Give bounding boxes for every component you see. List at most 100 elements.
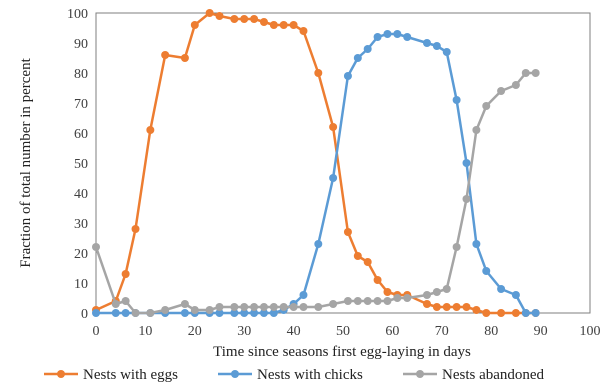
data-point <box>432 303 441 311</box>
data-point <box>403 33 412 41</box>
data-point <box>230 15 239 23</box>
data-point <box>269 309 278 317</box>
x-tick-label: 20 <box>188 324 202 339</box>
x-tick-label: 100 <box>580 324 601 339</box>
data-point <box>230 303 239 311</box>
data-point <box>259 303 268 311</box>
x-tick-label: 50 <box>336 324 350 339</box>
legend-item: Nests abandoned <box>403 367 545 383</box>
data-point <box>299 27 308 35</box>
data-point <box>146 126 155 134</box>
data-point <box>383 288 392 296</box>
data-point <box>422 300 431 308</box>
y-axis-ticks: 0 10 20 30 40 50 60 70 80 90 100 <box>67 7 88 322</box>
series-layer <box>92 9 540 317</box>
data-point <box>422 39 431 47</box>
series-0 <box>92 9 540 317</box>
legend-swatch-marker <box>231 370 239 378</box>
plot-area <box>95 12 591 314</box>
data-point <box>511 291 520 299</box>
data-point <box>521 69 530 77</box>
data-point <box>329 174 338 182</box>
data-point <box>363 45 372 53</box>
data-point <box>329 123 338 131</box>
x-axis-ticks: 0 10 20 30 40 50 60 70 80 90 100 <box>93 324 601 339</box>
data-point <box>422 291 431 299</box>
data-point <box>269 303 278 311</box>
data-point <box>250 309 259 317</box>
data-point <box>462 195 471 203</box>
legend-swatch-marker <box>416 370 424 378</box>
data-point <box>511 309 520 317</box>
data-point <box>161 306 170 314</box>
data-point <box>497 87 506 95</box>
data-point <box>131 309 140 317</box>
data-point <box>314 303 323 311</box>
data-point <box>373 33 382 41</box>
series-2 <box>92 69 540 317</box>
data-point <box>279 303 288 311</box>
data-point <box>343 297 352 305</box>
x-tick-label: 80 <box>484 324 498 339</box>
data-point <box>353 54 362 62</box>
legend-label: Nests abandoned <box>442 367 545 383</box>
data-point <box>497 285 506 293</box>
x-tick-label: 10 <box>138 324 152 339</box>
plot-border <box>95 12 591 314</box>
data-point <box>452 243 461 251</box>
data-point <box>215 303 224 311</box>
data-point <box>111 309 120 317</box>
data-point <box>299 303 308 311</box>
data-point <box>190 306 199 314</box>
data-point <box>531 69 540 77</box>
data-point <box>373 297 382 305</box>
data-point <box>383 297 392 305</box>
data-point <box>343 72 352 80</box>
y-tick-label: 60 <box>74 127 88 142</box>
data-point <box>442 303 451 311</box>
data-point <box>180 300 189 308</box>
x-axis-title: Time since seasons first egg-laying in d… <box>213 344 471 360</box>
data-point <box>121 270 130 278</box>
data-point <box>215 12 224 20</box>
data-point <box>432 288 441 296</box>
y-tick-label: 0 <box>81 307 88 322</box>
data-point <box>289 303 298 311</box>
legend-label: Nests with chicks <box>257 367 363 383</box>
data-point <box>373 276 382 284</box>
data-point <box>521 309 530 317</box>
data-point <box>531 309 540 317</box>
data-point <box>259 18 268 26</box>
legend-item: Nests with eggs <box>44 367 178 383</box>
data-point <box>353 297 362 305</box>
data-point <box>131 225 140 233</box>
data-point <box>393 30 402 38</box>
data-point <box>314 240 323 248</box>
y-axis-title: Fraction of total number in percent <box>18 57 34 267</box>
data-point <box>146 309 155 317</box>
y-tick-label: 40 <box>74 187 88 202</box>
data-point <box>250 15 259 23</box>
data-point <box>482 102 491 110</box>
data-point <box>442 285 451 293</box>
data-point <box>452 96 461 104</box>
data-point <box>180 54 189 62</box>
data-point <box>92 309 100 317</box>
legend: Nests with eggs Nests with chicks Nests ab… <box>44 367 545 383</box>
data-point <box>289 21 298 29</box>
data-point <box>403 294 412 302</box>
data-point <box>205 9 214 17</box>
data-point <box>393 294 402 302</box>
data-point <box>240 15 249 23</box>
y-tick-label: 100 <box>67 7 88 22</box>
y-tick-label: 80 <box>74 67 88 82</box>
data-point <box>269 21 278 29</box>
y-tick-label: 70 <box>74 97 88 112</box>
data-point <box>299 291 308 299</box>
data-point <box>121 297 130 305</box>
data-point <box>482 267 491 275</box>
data-point <box>383 30 392 38</box>
data-point <box>472 240 481 248</box>
data-point <box>363 297 372 305</box>
